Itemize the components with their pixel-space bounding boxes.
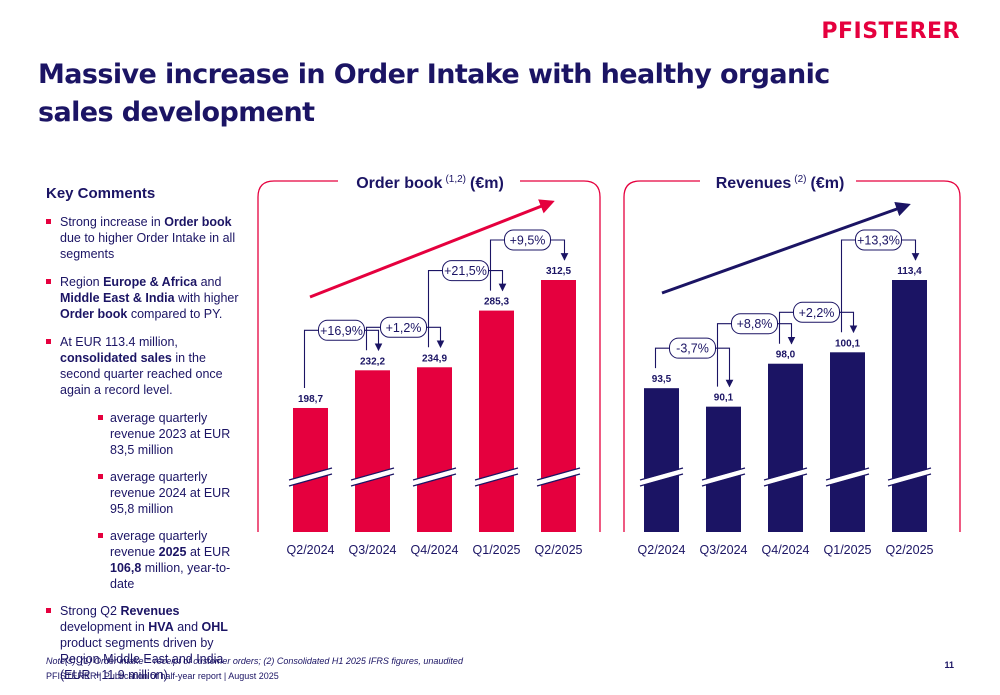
order-book-chart: 198,7 Q2/2024 232,2 Q3/2024 234,9 Q4/2024 285,… bbox=[287, 229, 583, 557]
category-label: Q2/2025 bbox=[535, 543, 583, 557]
bar-Q2-2024 bbox=[644, 388, 679, 532]
data-label: 234,9 bbox=[422, 353, 447, 364]
bar-Q3-2024 bbox=[355, 370, 390, 532]
growth-label: +13,3% bbox=[857, 234, 900, 248]
key-comments: Key Comments Strong increase in Order bo… bbox=[46, 186, 246, 695]
growth-label: +1,2% bbox=[386, 321, 422, 335]
axis-break-line bbox=[350, 473, 395, 487]
axis-break bbox=[474, 468, 519, 486]
order-book-title: Order book (1,2) (€m) bbox=[356, 174, 504, 192]
category-label: Q4/2024 bbox=[762, 543, 810, 557]
axis-break bbox=[701, 468, 746, 486]
comment-regions: Region Europe & Africa and Middle East &… bbox=[46, 274, 246, 322]
data-label: 113,4 bbox=[897, 266, 922, 277]
growth-badge bbox=[855, 229, 902, 251]
growth-badge bbox=[669, 337, 716, 359]
axis-break bbox=[536, 468, 581, 486]
data-label: 285,3 bbox=[484, 297, 509, 308]
axis-break-line bbox=[350, 467, 395, 481]
axis-break-line bbox=[701, 467, 746, 481]
bar-Q1-2025 bbox=[479, 310, 514, 532]
growth-badge bbox=[380, 316, 427, 338]
bar-Q2-2024 bbox=[293, 407, 328, 532]
bar-Q4-2024 bbox=[417, 367, 452, 532]
data-label: 98,0 bbox=[776, 350, 796, 361]
growth-label: +9,5% bbox=[510, 234, 546, 248]
category-label: Q4/2024 bbox=[411, 543, 459, 557]
growth-badge bbox=[318, 319, 365, 341]
growth-badge bbox=[442, 260, 489, 282]
comment-revenues: Strong Q2 Revenues development in HVA an… bbox=[46, 603, 246, 683]
axis-break bbox=[412, 468, 457, 486]
axis-break-line bbox=[825, 473, 870, 487]
data-label: 198,7 bbox=[298, 394, 323, 405]
axis-break-line bbox=[536, 473, 581, 487]
axis-break-line bbox=[474, 467, 519, 481]
axis-break bbox=[825, 468, 870, 486]
category-label: Q1/2025 bbox=[824, 543, 872, 557]
axis-break-line bbox=[536, 467, 581, 481]
category-label: Q3/2024 bbox=[700, 543, 748, 557]
order-book-trend-arrow bbox=[309, 199, 555, 299]
axis-break-line bbox=[639, 467, 684, 481]
revenues-trend-arrow bbox=[661, 201, 911, 295]
page-title: Massive increase in Order Intake with he… bbox=[38, 59, 830, 128]
bar-Q4-2024 bbox=[768, 363, 803, 532]
comment-order-book: Strong increase in Order book due to hig… bbox=[46, 214, 246, 262]
key-comments-heading: Key Comments bbox=[46, 185, 156, 202]
axis-break bbox=[350, 468, 395, 486]
category-label: Q2/2024 bbox=[287, 543, 335, 557]
growth-label: -3,7% bbox=[676, 342, 709, 356]
axis-break-line bbox=[763, 467, 808, 481]
growth-label: +21,5% bbox=[444, 264, 487, 278]
order-book-frame bbox=[257, 180, 601, 532]
axis-break bbox=[639, 468, 684, 486]
axis-break-line bbox=[412, 473, 457, 487]
growth-label: +2,2% bbox=[799, 306, 835, 320]
data-label: 90,1 bbox=[714, 393, 734, 404]
data-label: 100,1 bbox=[835, 338, 860, 349]
footer-text: PFISTERER | Publication of half-year rep… bbox=[46, 671, 279, 681]
bar-Q3-2024 bbox=[706, 406, 741, 532]
data-label: 93,5 bbox=[652, 374, 672, 385]
axis-break-line bbox=[701, 473, 746, 487]
category-label: Q3/2024 bbox=[349, 543, 397, 557]
axis-break bbox=[763, 468, 808, 486]
axis-break-line bbox=[887, 473, 932, 487]
growth-badge bbox=[793, 301, 840, 323]
axis-break-line bbox=[825, 467, 870, 481]
category-label: Q1/2025 bbox=[473, 543, 521, 557]
axis-break-line bbox=[763, 473, 808, 487]
footnote: Note(s): (1) Order intake = receipt of c… bbox=[46, 656, 463, 666]
bar-Q2-2025 bbox=[541, 280, 576, 532]
pfisterer-logo: PFISTERER bbox=[821, 19, 960, 44]
axis-break-line bbox=[412, 467, 457, 481]
revenues-title: Revenues (2) (€m) bbox=[716, 174, 845, 192]
comment-avg-2024: average quarterly revenue 2024 at EUR 95… bbox=[46, 469, 246, 517]
category-label: Q2/2024 bbox=[638, 543, 686, 557]
bar-Q2-2025 bbox=[892, 280, 927, 532]
growth-badge bbox=[731, 313, 778, 335]
page-number: 11 bbox=[944, 660, 954, 670]
comment-sales: At EUR 113.4 million, consolidated sales… bbox=[46, 334, 246, 398]
comment-avg-2025: average quarterly revenue 2025 at EUR 10… bbox=[46, 528, 246, 592]
data-label: 312,5 bbox=[546, 266, 571, 277]
axis-break-line bbox=[887, 467, 932, 481]
data-label: 232,2 bbox=[360, 356, 385, 367]
bar-Q1-2025 bbox=[830, 352, 865, 532]
axis-break-line bbox=[288, 467, 333, 481]
category-label: Q2/2025 bbox=[886, 543, 934, 557]
revenues-chart: 93,5 Q2/2024 90,1 Q3/2024 98,0 Q4/2024 100,1 Q1… bbox=[638, 229, 934, 557]
revenues-frame bbox=[623, 180, 961, 532]
axis-break bbox=[288, 468, 333, 486]
growth-label: +16,9% bbox=[320, 324, 363, 338]
axis-break-line bbox=[474, 473, 519, 487]
axis-break-line bbox=[288, 473, 333, 487]
growth-badge bbox=[504, 229, 551, 251]
growth-label: +8,8% bbox=[737, 317, 773, 331]
axis-break-line bbox=[639, 473, 684, 487]
comment-avg-2023: average quarterly revenue 2023 at EUR 83… bbox=[46, 410, 246, 458]
axis-break bbox=[887, 468, 932, 486]
